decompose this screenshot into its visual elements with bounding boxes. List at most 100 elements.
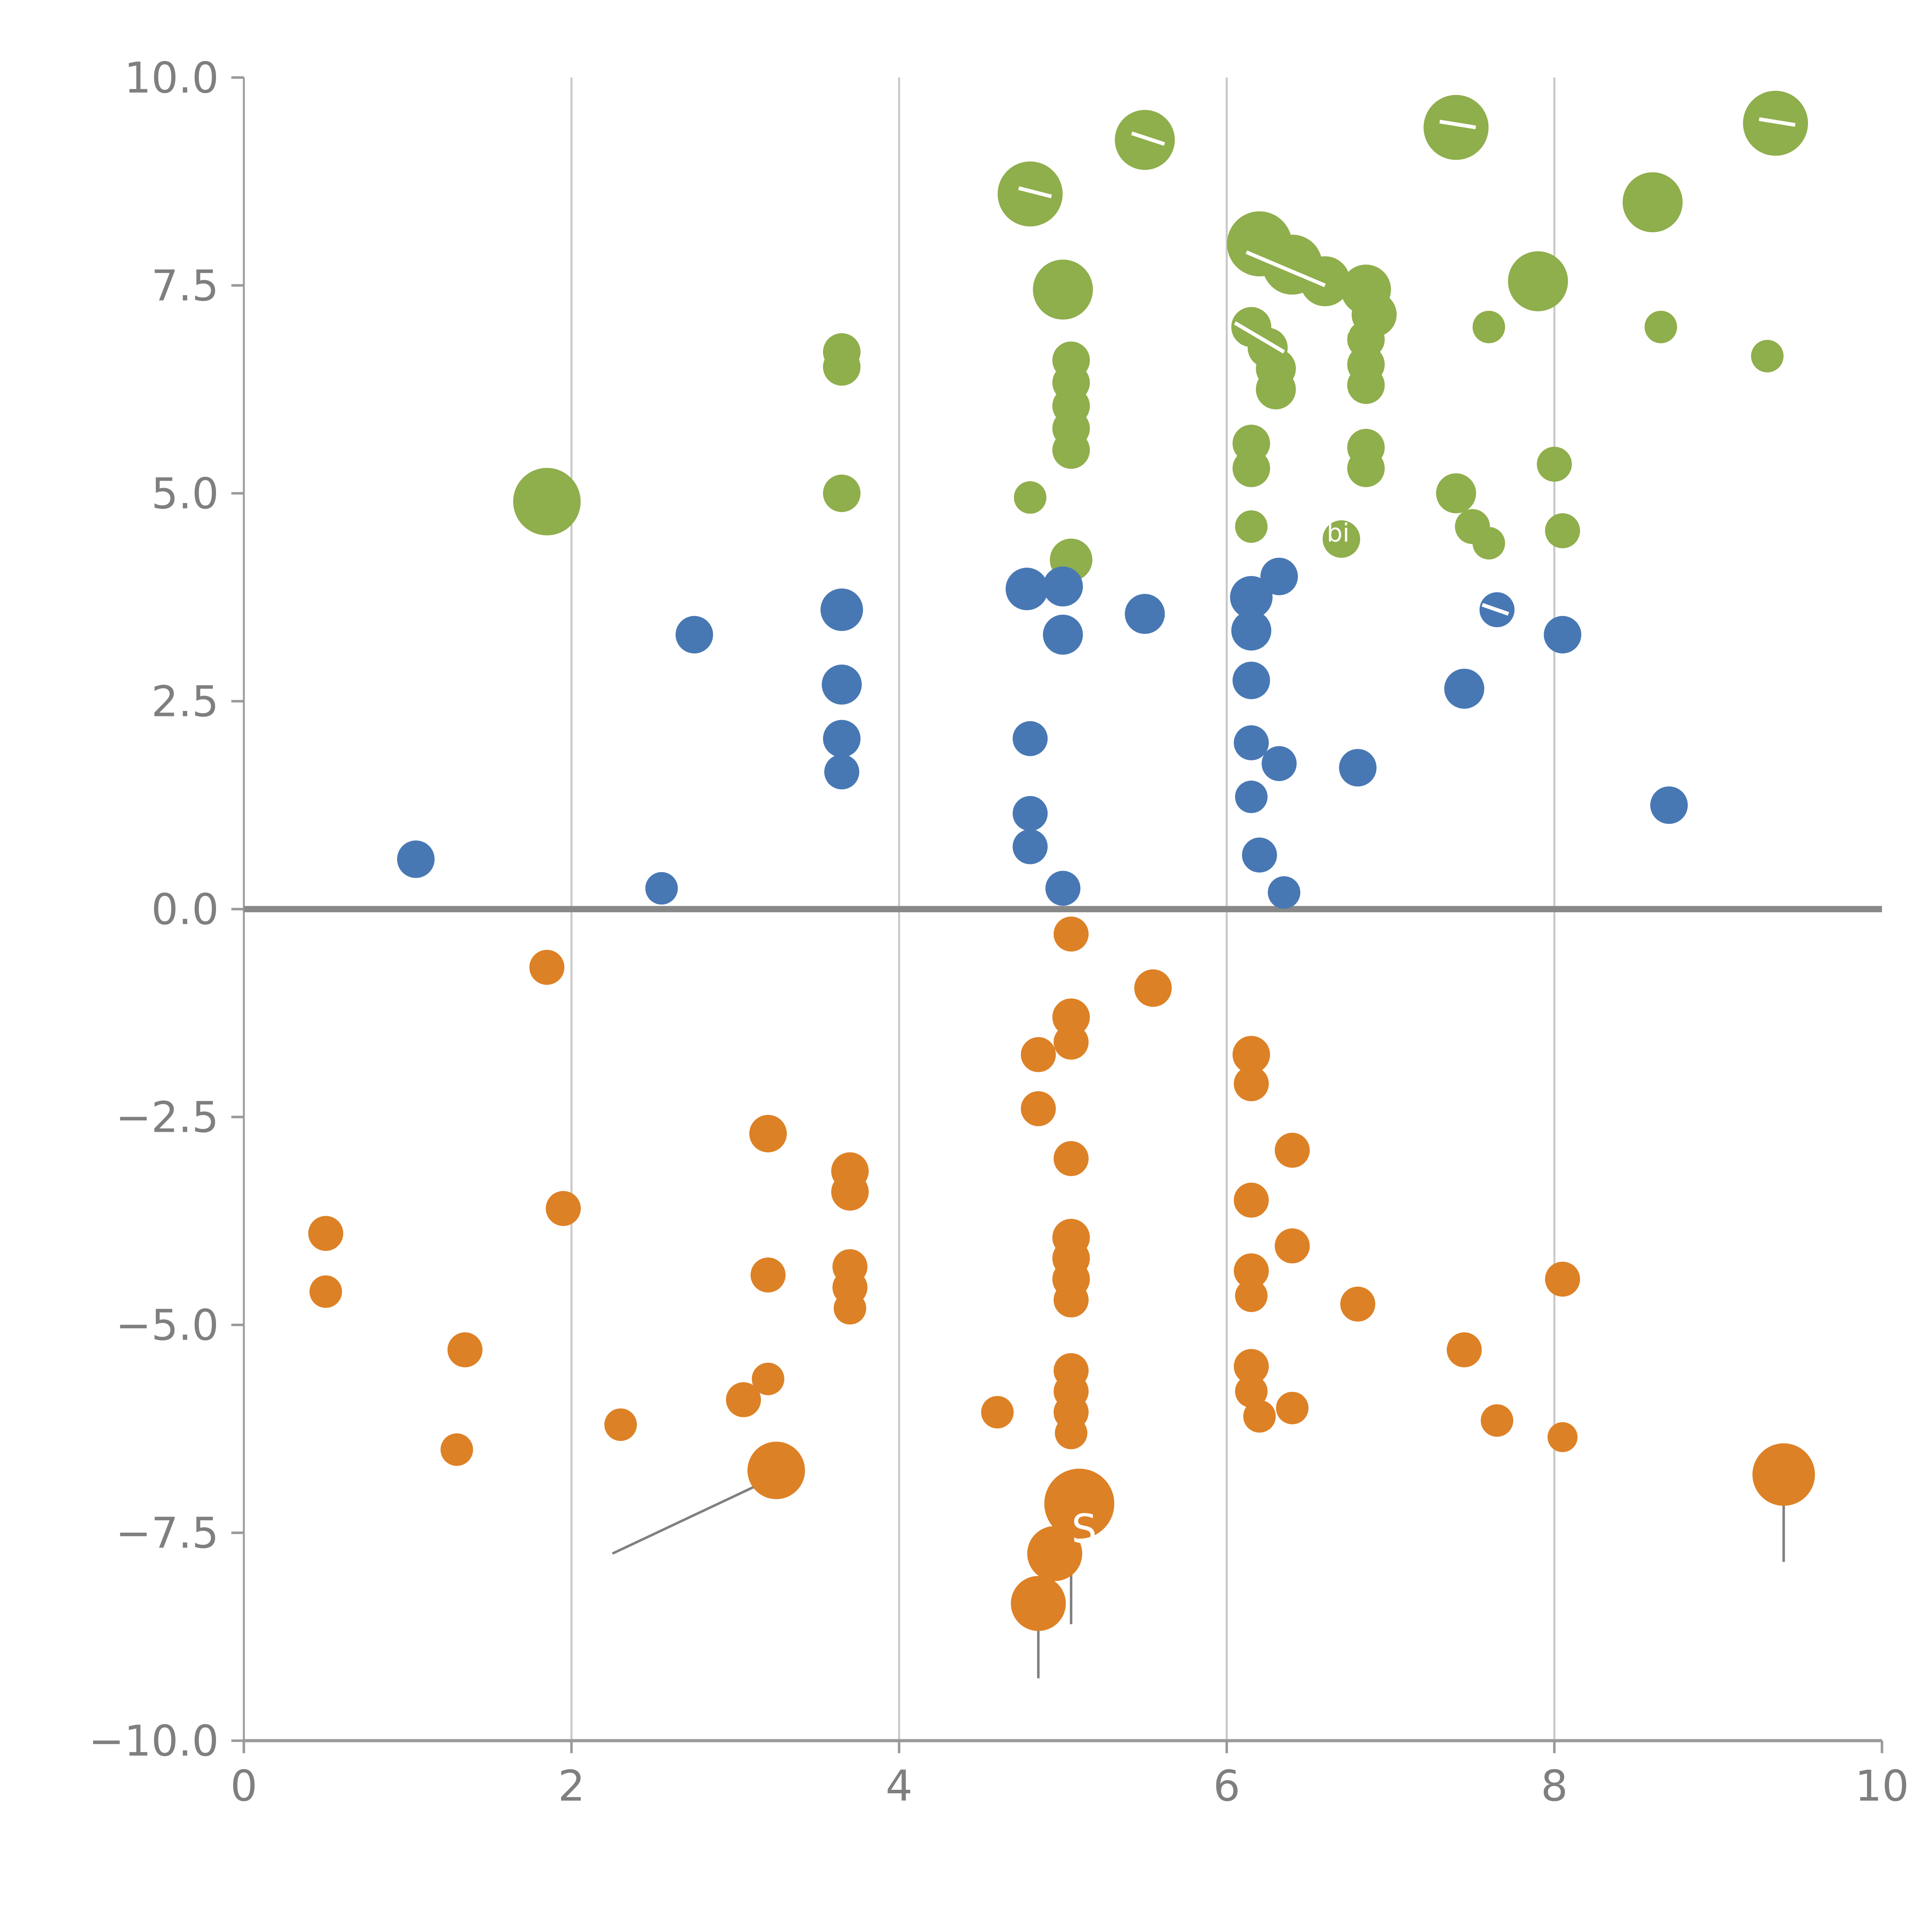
point-green [1347, 449, 1385, 487]
point-orange [1234, 1066, 1269, 1101]
y-tick-label: 10.0 [124, 53, 219, 102]
point-orange [981, 1396, 1014, 1429]
point-blue [1234, 725, 1269, 760]
point-orange [1053, 917, 1089, 952]
point-blue [1043, 614, 1083, 655]
point-green [1473, 527, 1505, 560]
point-blue [823, 720, 861, 758]
point-blue [1339, 749, 1377, 787]
y-tick-label: −5.0 [116, 1301, 219, 1350]
point-orange [1276, 1391, 1309, 1425]
point-blue [1260, 558, 1298, 595]
point-green [1235, 510, 1268, 543]
point-orange [1275, 1133, 1310, 1168]
point-green [1545, 513, 1580, 548]
point-orange [747, 1441, 805, 1499]
x-tick-label: 4 [886, 1761, 913, 1811]
x-tick-label: 10 [1855, 1761, 1909, 1811]
annotations: MC bi S [1071, 279, 1350, 1553]
point-orange [749, 1115, 787, 1153]
point-green [1423, 95, 1489, 160]
y-tick-label: 2.5 [151, 677, 219, 726]
point-orange [726, 1382, 761, 1417]
point-orange [752, 1362, 784, 1395]
point-green [513, 468, 581, 536]
y-tick-label: 7.5 [151, 261, 219, 311]
leader-line [612, 1478, 772, 1555]
point-orange [1232, 1036, 1270, 1073]
white-mark [1414, 515, 1440, 527]
point-green [1322, 520, 1361, 558]
white-mark [1759, 117, 1796, 127]
y-tick-label: 0.0 [151, 885, 219, 934]
point-orange [1243, 1400, 1276, 1433]
point-blue [1012, 721, 1048, 756]
point-blue [1544, 616, 1582, 654]
point-blue [1231, 611, 1272, 651]
point-orange [831, 1173, 869, 1211]
point-orange [1234, 1349, 1269, 1384]
x-tick-label: 2 [558, 1761, 585, 1811]
point-orange [1053, 1141, 1089, 1176]
point-green [1232, 449, 1270, 487]
x-tick-label: 8 [1541, 1761, 1568, 1811]
white-mark [1439, 119, 1476, 129]
point-orange [440, 1433, 473, 1466]
point-green [1300, 256, 1350, 306]
point-green [1052, 431, 1090, 469]
point-orange [529, 950, 565, 985]
point-blue [824, 754, 859, 789]
series-green [513, 90, 1808, 581]
point-orange [1134, 969, 1172, 1007]
tick-marks [231, 76, 1883, 1753]
point-blue [1235, 781, 1268, 813]
point-green [1014, 481, 1047, 514]
point-orange [1548, 1422, 1578, 1452]
white-mark [1234, 321, 1285, 354]
white-mark [1245, 250, 1326, 287]
tick-labels: 0 2 4 6 8 10 10.0 7.5 5.0 2.5 0.0 −2.5 −5.0 −7.5 −10.0 [88, 53, 1909, 1811]
point-blue [1045, 871, 1081, 906]
point-orange [1020, 1037, 1056, 1072]
point-blue [1230, 576, 1273, 619]
point-orange [1234, 1253, 1269, 1289]
annotation-label: bi [1327, 519, 1350, 548]
point-green [1473, 311, 1505, 344]
point-green [823, 348, 861, 386]
point-blue [1232, 662, 1270, 699]
point-green [997, 161, 1063, 227]
point-orange [1752, 1443, 1815, 1506]
point-blue [1012, 829, 1048, 864]
point-orange [1011, 1576, 1066, 1631]
point-orange [1545, 1262, 1580, 1297]
y-tick-label: 5.0 [151, 469, 219, 519]
point-orange [1020, 1091, 1056, 1126]
point-orange [833, 1292, 866, 1325]
point-blue [1043, 566, 1083, 607]
point-orange [1234, 1182, 1269, 1218]
point-orange [1027, 1526, 1082, 1581]
y-tick-label: −10.0 [88, 1716, 219, 1766]
point-orange [750, 1257, 786, 1293]
point-green [1347, 366, 1385, 404]
point-green [1645, 311, 1677, 344]
point-orange [1053, 1024, 1089, 1060]
point-blue [1242, 837, 1277, 873]
y-tick-label: −7.5 [116, 1509, 219, 1558]
white-mark [1275, 300, 1350, 333]
point-blue [1005, 568, 1048, 611]
point-blue [397, 840, 435, 878]
x-tick-label: 6 [1213, 1761, 1240, 1811]
point-blue [1650, 786, 1688, 824]
point-orange [309, 1275, 342, 1308]
point-orange [1054, 1417, 1088, 1449]
point-green [1537, 447, 1572, 482]
point-blue [821, 664, 862, 705]
point-blue [1268, 876, 1301, 909]
point-green [1751, 340, 1784, 372]
point-orange [604, 1408, 637, 1441]
point-green [1622, 172, 1683, 233]
x-tick-label: 0 [230, 1761, 257, 1811]
